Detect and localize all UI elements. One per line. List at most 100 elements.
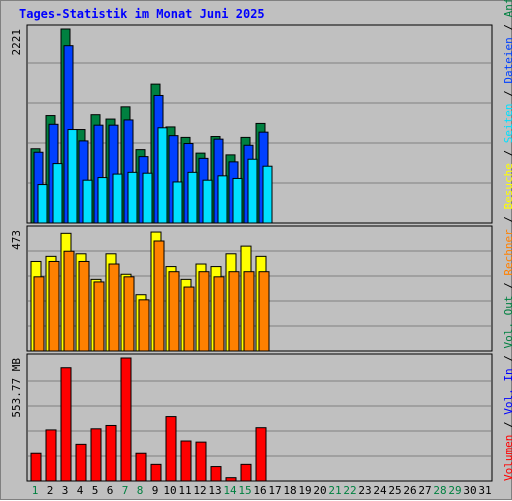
bar-seiten-day-10 xyxy=(172,181,183,224)
day-label: 26 xyxy=(403,484,416,497)
day-label: 30 xyxy=(463,484,476,497)
day-label: 25 xyxy=(388,484,401,497)
day-label: 3 xyxy=(62,484,69,497)
bar-rechner-day-4 xyxy=(78,260,90,352)
bar-seiten-day-16 xyxy=(262,165,273,224)
bar-rechner-day-1 xyxy=(33,276,45,352)
day-label: 13 xyxy=(208,484,221,497)
day-label: 5 xyxy=(92,484,99,497)
y-max-label: 2221 xyxy=(10,29,23,56)
day-label: 6 xyxy=(107,484,114,497)
bar-volumen-day-6 xyxy=(105,424,117,482)
bar-volumen-day-16 xyxy=(255,427,267,482)
bar-rechner-day-2 xyxy=(48,260,60,352)
y-max-label: 553.77 MB xyxy=(10,358,23,418)
legend-text: Volumen / Vol. In / Vol. Out / Rechner /… xyxy=(502,0,512,481)
bar-rechner-day-16 xyxy=(258,271,270,352)
day-label: 31 xyxy=(478,484,491,497)
bar-seiten-day-12 xyxy=(202,179,213,224)
bar-volumen-day-5 xyxy=(90,428,102,482)
legend-item: Volumen xyxy=(502,434,512,481)
day-label: 4 xyxy=(77,484,84,497)
bar-seiten-day-3 xyxy=(67,129,78,224)
bar-seiten-day-4 xyxy=(82,179,93,224)
day-label: 10 xyxy=(163,484,176,497)
bar-volumen-day-10 xyxy=(165,416,177,482)
day-label: 1 xyxy=(32,484,39,497)
bar-rechner-day-15 xyxy=(243,271,255,352)
legend-item: Vol. Out xyxy=(502,295,512,349)
bar-volumen-day-7 xyxy=(120,357,132,482)
bar-rechner-day-6 xyxy=(108,263,120,352)
bar-rechner-day-7 xyxy=(123,276,135,352)
legend-separator: / xyxy=(502,143,512,163)
day-label: 28 xyxy=(433,484,446,497)
bar-rechner-day-9 xyxy=(153,240,165,352)
y-max-label: 473 xyxy=(10,230,23,250)
bar-volumen-day-2 xyxy=(45,429,57,482)
bar-seiten-day-7 xyxy=(127,171,138,224)
bar-seiten-day-5 xyxy=(97,177,108,224)
bar-seiten-day-15 xyxy=(247,158,258,224)
day-label: 12 xyxy=(193,484,206,497)
bar-rechner-day-5 xyxy=(93,281,105,352)
legend-item: Vol. In xyxy=(502,368,512,415)
bar-seiten-day-8 xyxy=(142,172,153,224)
bar-volumen-day-8 xyxy=(135,452,147,482)
day-label: 11 xyxy=(178,484,191,497)
bar-rechner-day-13 xyxy=(213,276,225,352)
legend-separator: / xyxy=(502,84,512,104)
legend-item: Dateien xyxy=(502,37,512,84)
bar-volumen-day-12 xyxy=(195,441,207,482)
day-label: 14 xyxy=(223,484,237,497)
legend-separator: / xyxy=(502,276,512,296)
bar-rechner-day-14 xyxy=(228,271,240,352)
bar-seiten-day-1 xyxy=(37,184,48,224)
day-label: 29 xyxy=(448,484,461,497)
legend-item: Seiten xyxy=(502,103,512,144)
bar-seiten-day-9 xyxy=(157,127,168,224)
legend-separator: / xyxy=(502,349,512,369)
legend-item: Rechner xyxy=(502,229,512,276)
bar-volumen-day-4 xyxy=(75,443,87,482)
day-label: 16 xyxy=(253,484,266,497)
bar-volumen-day-11 xyxy=(180,440,192,482)
bar-rechner-day-3 xyxy=(63,250,75,352)
legend-separator: / xyxy=(502,17,512,37)
day-label: 22 xyxy=(343,484,356,497)
legend-item: Anfragen xyxy=(502,0,512,17)
day-label: 17 xyxy=(268,484,281,497)
day-label: 23 xyxy=(358,484,371,497)
bar-rechner-day-8 xyxy=(138,299,150,352)
bar-volumen-day-15 xyxy=(240,463,252,482)
bar-seiten-day-11 xyxy=(187,171,198,224)
bar-rechner-day-10 xyxy=(168,271,180,352)
bar-seiten-day-14 xyxy=(232,177,243,224)
bar-volumen-day-9 xyxy=(150,463,162,482)
legend-item: Besuche xyxy=(502,163,512,210)
bar-seiten-day-6 xyxy=(112,173,123,224)
day-label: 7 xyxy=(122,484,129,497)
day-label: 20 xyxy=(313,484,326,497)
day-label: 18 xyxy=(283,484,296,497)
bar-rechner-day-12 xyxy=(198,271,210,352)
chart-title: Tages-Statistik im Monat Juni 2025 xyxy=(19,7,265,21)
day-label: 19 xyxy=(298,484,311,497)
legend-separator: / xyxy=(502,415,512,435)
day-label: 9 xyxy=(152,484,159,497)
bar-volumen-day-14 xyxy=(225,477,237,482)
bar-volumen-day-13 xyxy=(210,466,222,482)
bar-volumen-day-3 xyxy=(60,367,72,482)
bar-rechner-day-11 xyxy=(183,286,195,352)
day-label: 2 xyxy=(47,484,54,497)
day-label: 15 xyxy=(238,484,251,497)
day-label: 21 xyxy=(328,484,341,497)
day-label: 8 xyxy=(137,484,144,497)
legend: Volumen / Vol. In / Vol. Out / Rechner /… xyxy=(493,0,512,481)
day-label: 24 xyxy=(373,484,387,497)
day-label: 27 xyxy=(418,484,431,497)
bar-seiten-day-2 xyxy=(52,163,63,224)
bar-seiten-day-13 xyxy=(217,175,228,224)
